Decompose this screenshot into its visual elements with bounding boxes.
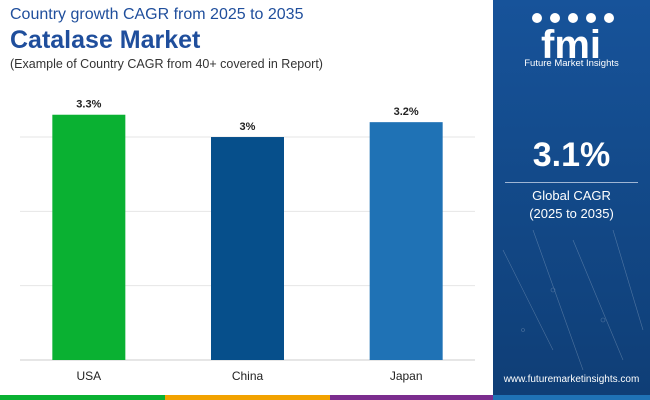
decorative-lines-icon <box>502 230 644 370</box>
global-cagr-label: Global CAGR <box>532 188 611 203</box>
chart-title: Catalase Market <box>10 26 201 54</box>
global-cagr-period: (2025 to 2035) <box>529 206 614 221</box>
stripe-blue <box>493 395 650 400</box>
chart-note: (Example of Country CAGR from 40+ covere… <box>10 57 323 71</box>
data-label-china: 3% <box>240 121 256 133</box>
stripe-orange <box>165 395 330 400</box>
bar-chart: 3.3% USA 3% China 3.2% Japan <box>20 99 475 383</box>
chart-area: Country growth CAGR from 2025 to 2035 Ca… <box>10 6 475 383</box>
side-panel: fmi Future Market Insights 3.1% Global C… <box>493 0 650 395</box>
bar-usa <box>52 114 126 360</box>
bar-china <box>211 137 284 360</box>
x-tick-label-usa: USA <box>76 369 101 383</box>
x-tick-label-china: China <box>232 369 264 383</box>
panel-divider <box>505 182 638 183</box>
stripe-purple <box>330 395 493 400</box>
data-label-japan: 3.2% <box>394 106 419 118</box>
x-tick-label-japan: Japan <box>390 369 423 383</box>
bar-japan <box>369 122 443 360</box>
logo-subtitle: Future Market Insights <box>524 58 619 69</box>
logo-text: fmi <box>541 23 601 67</box>
data-label-usa: 3.3% <box>76 99 101 111</box>
global-cagr-value: 3.1% <box>532 136 611 174</box>
stripe-green <box>0 395 165 400</box>
fmi-logo-icon: fmi <box>532 13 614 67</box>
chart-subtitle: Country growth CAGR from 2025 to 2035 <box>10 6 304 23</box>
website-link[interactable]: www.futuremarketinsights.com <box>503 374 640 385</box>
